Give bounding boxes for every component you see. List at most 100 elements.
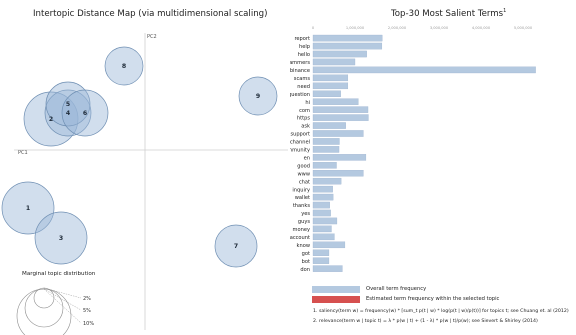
term-bar-community <box>312 146 340 153</box>
term-bar-ask <box>312 122 346 129</box>
term-bar-bot <box>312 257 330 264</box>
term-bar-scams <box>312 74 349 82</box>
term-bar-report <box>312 34 383 42</box>
term-bar-got <box>312 249 330 256</box>
term-label-chat: chat <box>299 179 310 185</box>
term-bar-hello <box>312 50 367 58</box>
marginal-level-0: 2% <box>83 296 91 302</box>
topic-label-6: 6 <box>83 110 87 117</box>
marginal-level-2: 10% <box>83 321 94 327</box>
topic-label-2: 2 <box>49 116 53 123</box>
term-label-inquiry: inquiry <box>292 187 310 193</box>
intertopic-distance-panel: Intertopic Distance Map (via multidimens… <box>1 9 288 335</box>
term-label-bot: bot <box>302 259 310 265</box>
term-label-money: money <box>293 227 310 233</box>
salient-terms-title-footnote-mark: 1 <box>503 8 507 14</box>
topic-bubble-2 <box>23 91 79 147</box>
legend-overall-swatch <box>312 286 360 293</box>
term-bar-question <box>312 90 341 98</box>
term-bar-hi <box>312 98 359 105</box>
topic-label-7: 7 <box>234 243 238 250</box>
term-label-yes: yes <box>301 211 310 217</box>
term-bar-help <box>312 42 383 50</box>
marginal-ring-2 <box>16 288 72 335</box>
marginal-distribution-title: Marginal topic distribution <box>22 271 96 277</box>
term-bar-wallet <box>312 193 334 201</box>
salient-terms-chart: 0 1,000,000 2,000,000 3,000,000 4,000,000 5,0… <box>290 26 536 273</box>
term-bar-guys <box>312 217 338 225</box>
term-label-report: report <box>294 36 310 42</box>
footnote-relevance: 2. relevance(term w | topic t) = λ * p(w… <box>313 319 538 324</box>
term-label-good: good <box>297 163 310 169</box>
topic-bubble-8 <box>104 46 144 86</box>
term-label-question: question <box>290 92 310 98</box>
term-bar-money <box>312 225 332 233</box>
term-label-hi: hi <box>305 100 310 106</box>
x-tick-label-0: 0 <box>312 26 315 30</box>
term-label-know: know <box>297 243 310 249</box>
x-tick-label-1: 1,000,000 <box>346 26 365 30</box>
term-bar-thanks <box>312 201 330 209</box>
marginal-ring-0 <box>33 287 55 309</box>
marginal-leader-2 <box>43 288 82 324</box>
term-bar-good <box>312 162 337 169</box>
term-label-binance: binance <box>290 68 310 74</box>
x-tick-label-2: 2,000,000 <box>388 26 407 30</box>
term-label-ask: ask <box>301 124 310 130</box>
term-label-got: got <box>302 251 310 257</box>
term-label-need: need <box>297 84 310 90</box>
topic-bubble-5 <box>45 81 91 127</box>
intertopic-map-plot: PC1 PC2 1 2 3 4 5 6 7 8 9 Marginal topic distributi… <box>1 33 288 335</box>
term-bar-en <box>312 154 367 161</box>
pc2-axis-label: PC2 <box>147 34 157 40</box>
term-label-don: don <box>300 267 310 273</box>
salient-terms-panel: Top-30 Most Salient Terms1 0 1,000,000 2,0… <box>290 0 576 335</box>
term-label-channel: channel <box>290 140 310 146</box>
term-label-www: www <box>298 171 311 177</box>
topic-bubble-7 <box>214 224 258 268</box>
term-label-scammers: scammers <box>290 60 310 66</box>
term-bar-yes <box>312 209 331 217</box>
term-label-support: support <box>290 132 310 138</box>
term-label-help: help <box>299 44 310 50</box>
topic-label-3: 3 <box>59 235 63 242</box>
term-label-wallet: wallet <box>295 195 310 201</box>
term-bar-inquiry <box>312 185 333 193</box>
topic-bubble-6 <box>61 89 109 137</box>
legend-overall-label: Overall term frequency <box>366 286 427 292</box>
term-label-guys: guys <box>298 219 310 225</box>
term-bar-www <box>312 169 364 177</box>
term-label-com: com <box>299 108 310 114</box>
marginal-level-1: 5% <box>83 308 91 314</box>
topic-label-8: 8 <box>122 63 126 70</box>
topic-label-1: 1 <box>26 205 30 212</box>
term-bar-scammers <box>312 58 356 66</box>
marginal-leader-0 <box>43 287 82 299</box>
term-label-account: account <box>290 235 310 241</box>
legend-estimated-swatch <box>312 296 360 303</box>
term-bar-https <box>312 114 369 121</box>
footnote-saliency: 1. saliency(term w) = frequency(w) * [su… <box>313 309 569 314</box>
x-tick-label-3: 3,000,000 <box>430 26 449 30</box>
term-bar-account <box>312 233 335 241</box>
term-bar-chat <box>312 177 342 185</box>
pc1-axis-label: PC1 <box>18 150 28 156</box>
term-label-scams: scams <box>294 76 311 82</box>
term-bar-binance <box>312 66 536 74</box>
term-label-community: community <box>290 148 310 154</box>
x-tick-label-4: 4,000,000 <box>472 26 491 30</box>
topic-bubble-3 <box>34 211 88 265</box>
topic-label-5: 5 <box>66 101 70 108</box>
topic-bubble-9 <box>238 76 278 116</box>
term-label-https: https <box>297 116 310 122</box>
term-bar-don <box>312 265 343 272</box>
x-tick-label-5: 5,000,000 <box>514 26 533 30</box>
legend-estimated-label: Estimated term frequency within the sele… <box>366 296 500 302</box>
term-bar-know <box>312 241 346 249</box>
term-bar-channel <box>312 138 340 145</box>
term-bar-need <box>312 82 349 90</box>
term-label-thanks: thanks <box>293 203 311 209</box>
term-label-hello: hello <box>298 52 310 58</box>
salient-terms-title: Top-30 Most Salient Terms1 <box>391 8 506 19</box>
topic-label-4: 4 <box>66 110 71 117</box>
